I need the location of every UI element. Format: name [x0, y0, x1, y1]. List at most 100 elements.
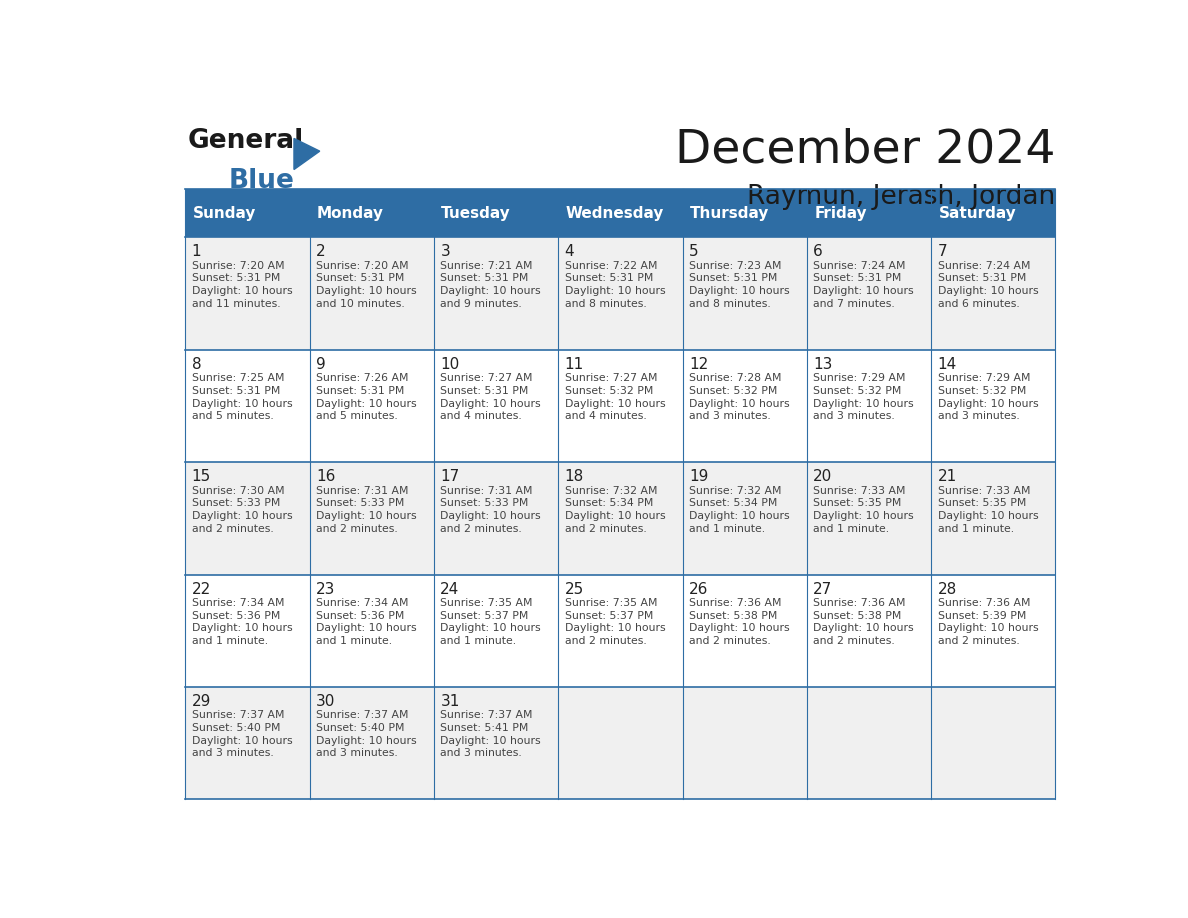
- Text: and 3 minutes.: and 3 minutes.: [689, 411, 771, 421]
- Text: Sunrise: 7:20 AM: Sunrise: 7:20 AM: [191, 261, 284, 271]
- Text: and 1 minute.: and 1 minute.: [191, 636, 268, 646]
- Text: and 1 minute.: and 1 minute.: [316, 636, 392, 646]
- Text: Sunset: 5:31 PM: Sunset: 5:31 PM: [564, 274, 653, 284]
- Text: Sunrise: 7:31 AM: Sunrise: 7:31 AM: [316, 486, 409, 496]
- Text: and 3 minutes.: and 3 minutes.: [441, 748, 522, 758]
- Text: 20: 20: [814, 469, 833, 484]
- Text: Sunset: 5:34 PM: Sunset: 5:34 PM: [564, 498, 653, 509]
- Text: and 7 minutes.: and 7 minutes.: [814, 299, 895, 308]
- Text: Sunset: 5:33 PM: Sunset: 5:33 PM: [441, 498, 529, 509]
- Text: and 5 minutes.: and 5 minutes.: [316, 411, 398, 421]
- Text: Daylight: 10 hours: Daylight: 10 hours: [316, 398, 417, 409]
- Text: and 3 minutes.: and 3 minutes.: [937, 411, 1019, 421]
- Text: and 2 minutes.: and 2 minutes.: [937, 636, 1019, 646]
- Text: Sunrise: 7:37 AM: Sunrise: 7:37 AM: [441, 711, 533, 721]
- Text: Sunset: 5:31 PM: Sunset: 5:31 PM: [441, 386, 529, 396]
- Text: and 2 minutes.: and 2 minutes.: [191, 523, 273, 533]
- Text: Sunrise: 7:35 AM: Sunrise: 7:35 AM: [441, 598, 533, 608]
- Bar: [185, 350, 1055, 462]
- Text: Sunset: 5:36 PM: Sunset: 5:36 PM: [316, 610, 404, 621]
- Text: Sunset: 5:31 PM: Sunset: 5:31 PM: [689, 274, 777, 284]
- Text: 27: 27: [814, 582, 833, 597]
- Text: Daylight: 10 hours: Daylight: 10 hours: [441, 511, 541, 521]
- Text: and 3 minutes.: and 3 minutes.: [316, 748, 398, 758]
- Text: and 2 minutes.: and 2 minutes.: [316, 523, 398, 533]
- Text: Sunrise: 7:32 AM: Sunrise: 7:32 AM: [689, 486, 782, 496]
- Text: and 5 minutes.: and 5 minutes.: [191, 411, 273, 421]
- Text: Monday: Monday: [317, 206, 384, 221]
- Text: Sunrise: 7:30 AM: Sunrise: 7:30 AM: [191, 486, 284, 496]
- Text: Sunset: 5:35 PM: Sunset: 5:35 PM: [814, 498, 902, 509]
- Text: Daylight: 10 hours: Daylight: 10 hours: [441, 623, 541, 633]
- Text: and 8 minutes.: and 8 minutes.: [689, 299, 771, 308]
- Text: and 6 minutes.: and 6 minutes.: [937, 299, 1019, 308]
- Text: 14: 14: [937, 357, 956, 372]
- Text: Daylight: 10 hours: Daylight: 10 hours: [689, 511, 790, 521]
- Text: 19: 19: [689, 469, 708, 484]
- Text: Sunrise: 7:20 AM: Sunrise: 7:20 AM: [316, 261, 409, 271]
- Text: Sunrise: 7:29 AM: Sunrise: 7:29 AM: [814, 373, 905, 383]
- Text: Sunset: 5:38 PM: Sunset: 5:38 PM: [689, 610, 777, 621]
- Text: 23: 23: [316, 582, 335, 597]
- Text: 3: 3: [441, 244, 450, 260]
- Bar: [185, 238, 1055, 350]
- Text: Daylight: 10 hours: Daylight: 10 hours: [937, 623, 1038, 633]
- Text: and 3 minutes.: and 3 minutes.: [814, 411, 895, 421]
- Text: Sunset: 5:37 PM: Sunset: 5:37 PM: [441, 610, 529, 621]
- Text: Sunrise: 7:31 AM: Sunrise: 7:31 AM: [441, 486, 533, 496]
- Text: Sunrise: 7:34 AM: Sunrise: 7:34 AM: [316, 598, 409, 608]
- Text: Thursday: Thursday: [690, 206, 770, 221]
- Text: Sunrise: 7:34 AM: Sunrise: 7:34 AM: [191, 598, 284, 608]
- Text: and 4 minutes.: and 4 minutes.: [441, 411, 522, 421]
- Text: Daylight: 10 hours: Daylight: 10 hours: [191, 398, 292, 409]
- Text: Daylight: 10 hours: Daylight: 10 hours: [191, 511, 292, 521]
- Text: Sunset: 5:32 PM: Sunset: 5:32 PM: [689, 386, 777, 396]
- Text: Sunset: 5:38 PM: Sunset: 5:38 PM: [814, 610, 902, 621]
- Text: Daylight: 10 hours: Daylight: 10 hours: [689, 286, 790, 297]
- Text: and 2 minutes.: and 2 minutes.: [564, 636, 646, 646]
- Text: and 10 minutes.: and 10 minutes.: [316, 299, 405, 308]
- Text: Sunrise: 7:36 AM: Sunrise: 7:36 AM: [814, 598, 905, 608]
- Text: Daylight: 10 hours: Daylight: 10 hours: [937, 398, 1038, 409]
- Text: Sunset: 5:40 PM: Sunset: 5:40 PM: [191, 723, 280, 733]
- Text: Tuesday: Tuesday: [441, 206, 511, 221]
- Polygon shape: [293, 139, 320, 170]
- Text: Sunrise: 7:37 AM: Sunrise: 7:37 AM: [191, 711, 284, 721]
- Text: Daylight: 10 hours: Daylight: 10 hours: [814, 286, 914, 297]
- Text: Sunrise: 7:29 AM: Sunrise: 7:29 AM: [937, 373, 1030, 383]
- Text: and 1 minute.: and 1 minute.: [441, 636, 517, 646]
- Text: Daylight: 10 hours: Daylight: 10 hours: [316, 511, 417, 521]
- Text: Sunrise: 7:25 AM: Sunrise: 7:25 AM: [191, 373, 284, 383]
- Text: Sunset: 5:40 PM: Sunset: 5:40 PM: [316, 723, 405, 733]
- Text: Sunset: 5:35 PM: Sunset: 5:35 PM: [937, 498, 1026, 509]
- Text: 15: 15: [191, 469, 211, 484]
- Text: Sunset: 5:31 PM: Sunset: 5:31 PM: [441, 274, 529, 284]
- Text: Blue: Blue: [228, 168, 295, 194]
- Text: 29: 29: [191, 694, 211, 709]
- Bar: [185, 687, 1055, 800]
- Text: Sunrise: 7:23 AM: Sunrise: 7:23 AM: [689, 261, 782, 271]
- Text: Sunrise: 7:32 AM: Sunrise: 7:32 AM: [564, 486, 657, 496]
- Text: Sunrise: 7:33 AM: Sunrise: 7:33 AM: [814, 486, 905, 496]
- Text: Daylight: 10 hours: Daylight: 10 hours: [564, 286, 665, 297]
- Text: Daylight: 10 hours: Daylight: 10 hours: [814, 398, 914, 409]
- Text: Sunset: 5:33 PM: Sunset: 5:33 PM: [191, 498, 280, 509]
- Text: Sunrise: 7:37 AM: Sunrise: 7:37 AM: [316, 711, 409, 721]
- Text: Daylight: 10 hours: Daylight: 10 hours: [937, 511, 1038, 521]
- Text: 4: 4: [564, 244, 574, 260]
- Text: and 1 minute.: and 1 minute.: [814, 523, 890, 533]
- Text: Sunrise: 7:22 AM: Sunrise: 7:22 AM: [564, 261, 657, 271]
- Text: Daylight: 10 hours: Daylight: 10 hours: [191, 735, 292, 745]
- Text: Sunrise: 7:27 AM: Sunrise: 7:27 AM: [564, 373, 657, 383]
- Text: Sunset: 5:31 PM: Sunset: 5:31 PM: [316, 386, 404, 396]
- Text: and 3 minutes.: and 3 minutes.: [191, 748, 273, 758]
- Text: 11: 11: [564, 357, 584, 372]
- Text: Daylight: 10 hours: Daylight: 10 hours: [814, 511, 914, 521]
- Text: 28: 28: [937, 582, 956, 597]
- Text: Sunrise: 7:27 AM: Sunrise: 7:27 AM: [441, 373, 533, 383]
- Text: 12: 12: [689, 357, 708, 372]
- Text: 13: 13: [814, 357, 833, 372]
- Text: Sunrise: 7:21 AM: Sunrise: 7:21 AM: [441, 261, 533, 271]
- Text: and 9 minutes.: and 9 minutes.: [441, 299, 522, 308]
- Text: Daylight: 10 hours: Daylight: 10 hours: [191, 623, 292, 633]
